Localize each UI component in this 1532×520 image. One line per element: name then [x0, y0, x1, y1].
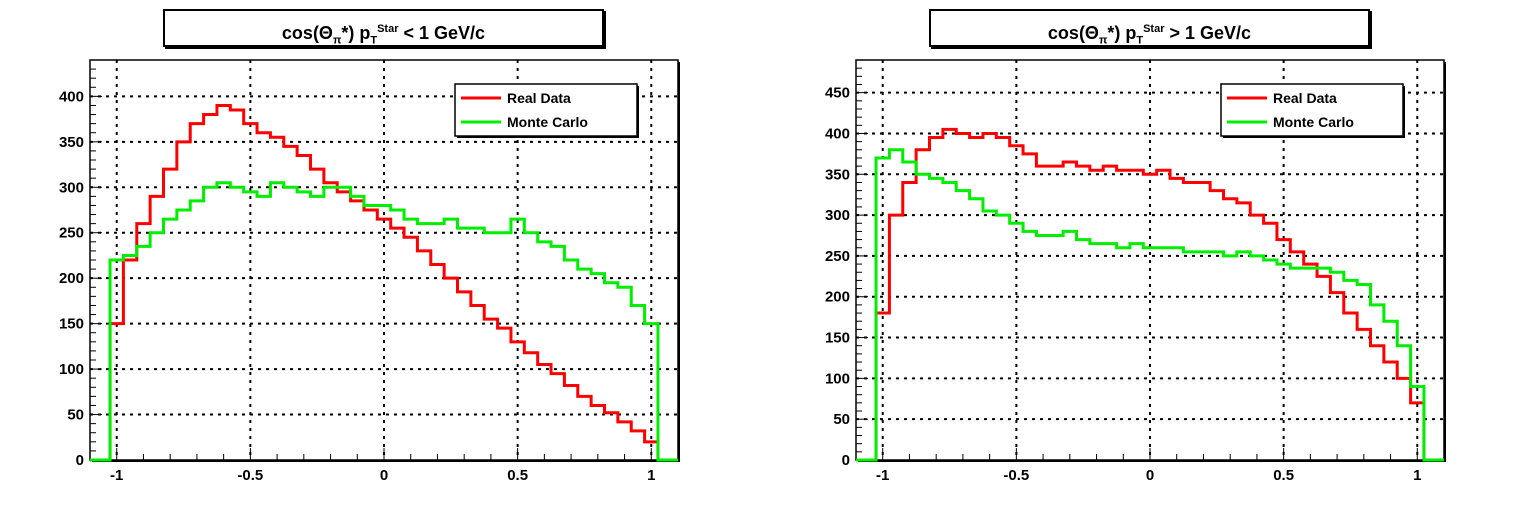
x-tick-label: -1	[110, 467, 123, 484]
x-tick-label: 0.5	[1273, 467, 1294, 484]
legend-label: Monte Carlo	[507, 114, 588, 130]
x-tick-label: 0	[1146, 467, 1154, 484]
title-sub-t: T	[370, 34, 378, 47]
chart-panel-left: cos(Θπ*) pTStar < 1 GeV/c -1 -0.5 0 0.5 1 0 50…	[59, 9, 680, 484]
x-tick-label: -0.5	[1003, 467, 1029, 484]
chart-panel-right: cos(Θπ*) pTStar > 1 GeV/c -1 -0.5 0 0.5 1 0 50…	[766, 0, 1532, 520]
x-tick-label: 0	[380, 467, 388, 484]
x-tick-label: -0.5	[237, 467, 263, 484]
title-sub-pi: π	[332, 34, 342, 47]
legend-label: Monte Carlo	[1273, 114, 1354, 130]
y-tick-label: 450	[825, 85, 850, 102]
y-tick-label: 300	[825, 207, 850, 224]
title-sub-pi: π	[1098, 34, 1108, 47]
y-tick-label: 400	[59, 88, 84, 105]
y-tick-label: 350	[825, 166, 850, 183]
title-pre: cos(Θ	[1047, 23, 1099, 43]
chart-plot-left: -1 -0.5 0 0.5 1 0 50 100 150 200 250 300 350 400 Real …	[59, 59, 680, 484]
legend-box	[1220, 83, 1404, 137]
y-tick-label: 50	[67, 407, 84, 424]
chart-title-right: cos(Θπ*) pTStar > 1 GeV/c	[929, 9, 1370, 47]
y-tick-label: 150	[825, 330, 850, 347]
y-tick-label: 300	[59, 179, 84, 196]
chart-plot-right: -1 -0.5 0 0.5 1 0 50 100 150 200 250 300 350 400 450 Re…	[825, 59, 1446, 484]
x-tick-label: 1	[647, 467, 655, 484]
y-tick-label: 400	[825, 125, 850, 142]
y-tick-label: 350	[59, 134, 84, 151]
legend-label: Real Data	[507, 90, 571, 106]
y-tick-label: 100	[825, 370, 850, 387]
title-sub-t: T	[1136, 34, 1144, 47]
y-tick-label: 0	[76, 452, 84, 469]
title-mid: *) p	[1107, 23, 1137, 43]
series-line-real-data	[856, 127, 1444, 462]
series-line-monte-carlo	[856, 148, 1444, 462]
chart-title-left: cos(Θπ*) pTStar < 1 GeV/c	[163, 9, 604, 47]
legend-label: Real Data	[1273, 90, 1337, 106]
y-tick-label: 250	[59, 225, 84, 242]
title-pre: cos(Θ	[281, 23, 333, 43]
title-post: < 1 GeV/c	[398, 23, 486, 43]
y-tick-label: 200	[59, 270, 84, 287]
y-tick-label: 250	[825, 248, 850, 265]
y-tick-label: 0	[842, 452, 850, 469]
y-tick-label: 100	[59, 361, 84, 378]
title-post: > 1 GeV/c	[1164, 23, 1252, 43]
title-sup-star: Star	[377, 23, 399, 35]
y-tick-label: 150	[59, 316, 84, 333]
y-tick-label: 200	[825, 289, 850, 306]
title-mid: *) p	[341, 23, 371, 43]
x-tick-label: 0.5	[507, 467, 528, 484]
series-line-monte-carlo	[90, 181, 678, 462]
x-tick-label: 1	[1413, 467, 1421, 484]
series-line-real-data	[90, 103, 678, 462]
title-sup-star: Star	[1143, 23, 1165, 35]
y-tick-label: 50	[833, 411, 850, 428]
x-tick-label: -1	[876, 467, 889, 484]
legend-box	[454, 83, 638, 137]
